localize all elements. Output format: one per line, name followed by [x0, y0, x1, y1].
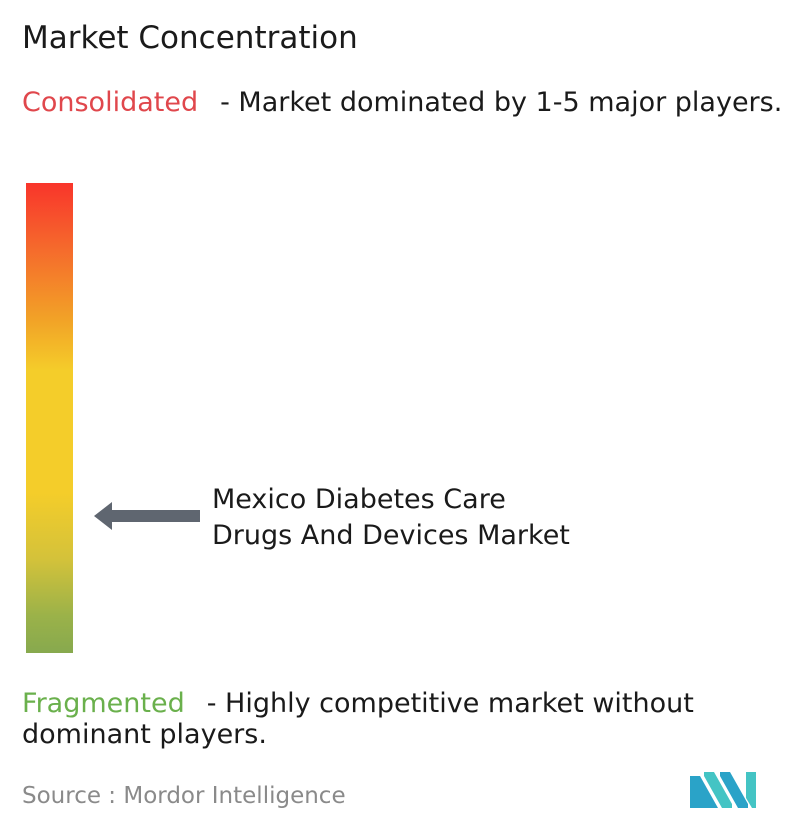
market-name-line-1: Mexico Diabetes Care [212, 484, 506, 515]
fragmented-label: Fragmented [22, 688, 185, 719]
source-credit: Source : Mordor Intelligence [22, 783, 346, 809]
consolidated-description-block: Consolidated - Market dominated by 1-5 ma… [22, 87, 792, 118]
left-arrow-icon [94, 502, 200, 530]
consolidated-description: - Market dominated by 1-5 major players. [220, 87, 783, 118]
market-name-line-2: Drugs And Devices Market [212, 520, 570, 551]
page-title: Market Concentration [22, 20, 358, 56]
concentration-gradient-bar [26, 183, 73, 653]
fragmented-description-block: Fragmented - Highly competitive market wi… [22, 688, 792, 750]
fragmented-description: - Highly competitive market without domi… [22, 688, 694, 750]
consolidated-label: Consolidated [22, 87, 199, 118]
market-position-label: Mexico Diabetes Care Drugs And Devices M… [212, 482, 570, 554]
mordor-intelligence-logo [690, 772, 756, 808]
